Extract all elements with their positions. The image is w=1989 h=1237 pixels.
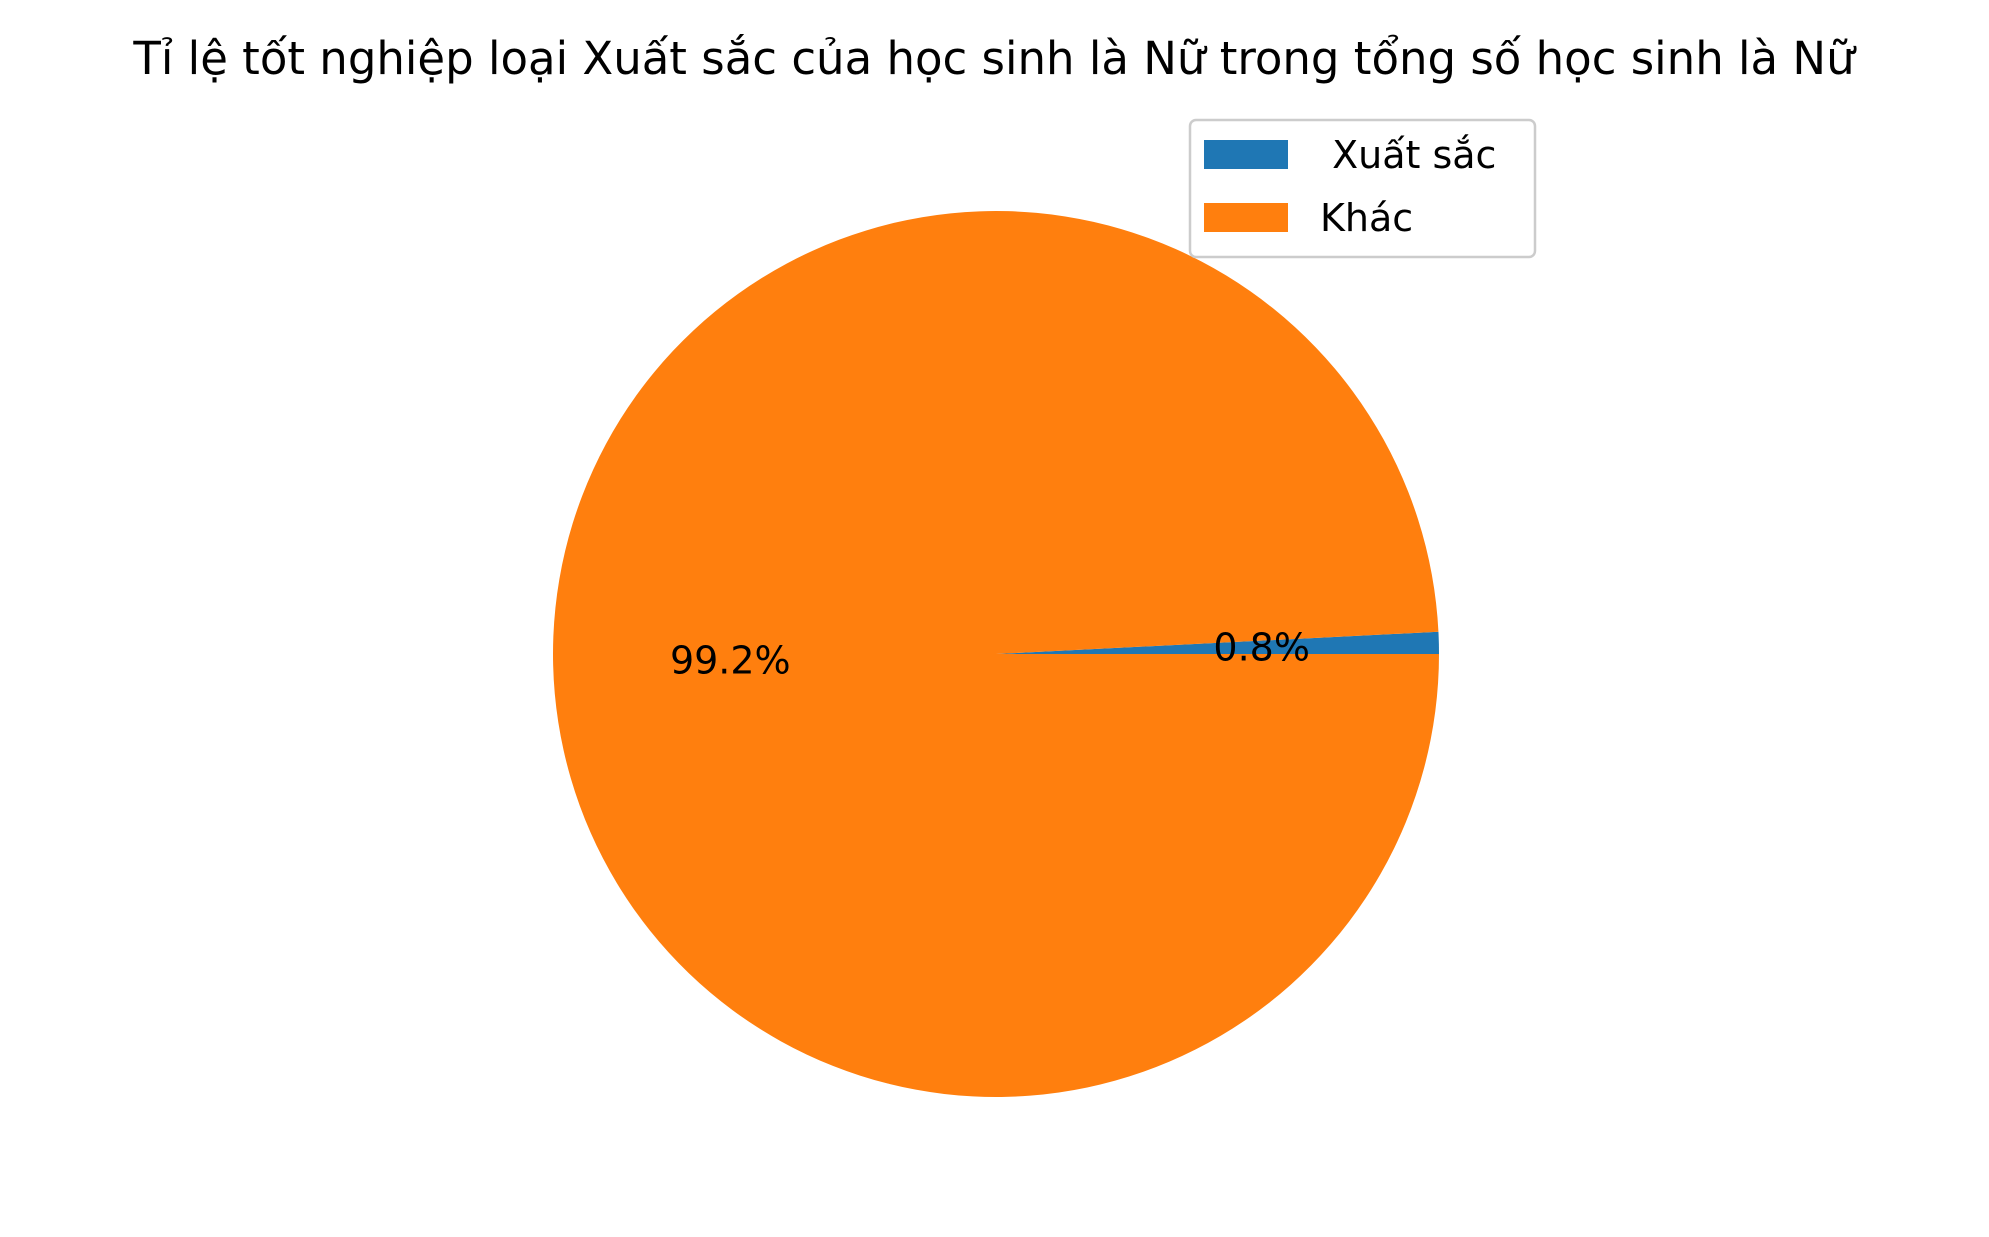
legend-swatch-1 — [1204, 140, 1288, 169]
pie-value-label-2: 99.2% — [670, 639, 791, 683]
legend-swatch-2 — [1204, 203, 1288, 232]
chart-title: Tỉ lệ tốt nghiệp loại Xuất sắc của học s… — [132, 32, 1857, 85]
legend-label-2: Khác — [1320, 196, 1413, 240]
pie-value-labels: 0.8% 99.2% — [670, 625, 1310, 682]
pie-slices — [553, 211, 1439, 1098]
legend-label-1: Xuất sắc — [1320, 133, 1496, 177]
pie-slice-1 — [996, 631, 1439, 654]
pie-value-label-1: 0.8% — [1213, 625, 1310, 669]
legend: Xuất sắc Khác — [1188, 118, 1537, 259]
pie-slice-2 — [553, 211, 1439, 1098]
